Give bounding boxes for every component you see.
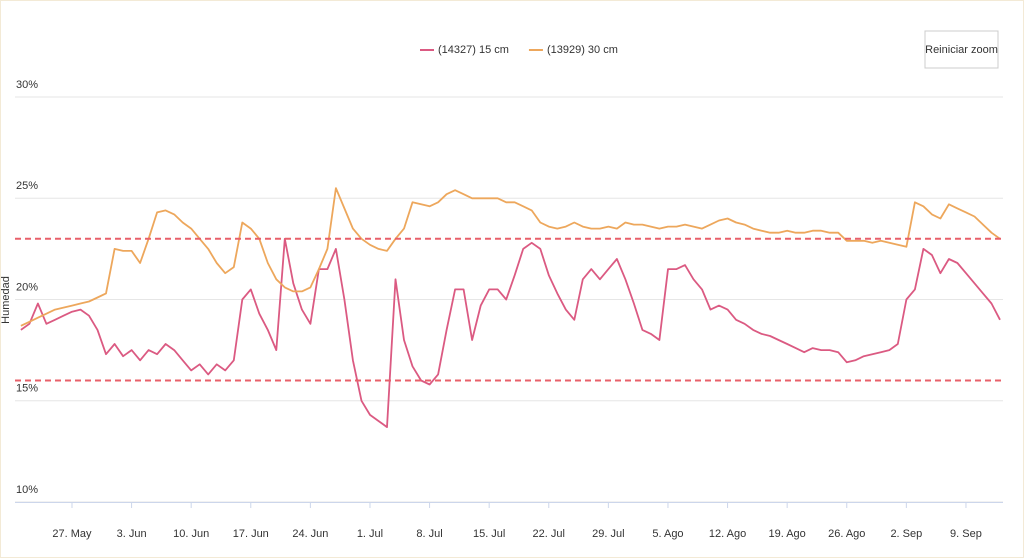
x-tick-label: 8. Jul [416, 528, 442, 540]
reset-zoom-button[interactable]: Reiniciar zoom [924, 30, 999, 69]
x-tick-label: 1. Jul [357, 528, 383, 540]
x-tick-label: 15. Jul [473, 528, 505, 540]
y-tick-label: 10% [16, 484, 38, 496]
x-tick-label: 9. Sep [950, 528, 982, 540]
x-tick-label: 12. Ago [709, 528, 746, 540]
x-tick-label: 2. Sep [890, 528, 922, 540]
x-tick-label: 19. Ago [768, 528, 805, 540]
legend-label: (13929) 30 cm [547, 44, 618, 56]
button-box[interactable] [924, 30, 999, 69]
x-tick-label: 17. Jun [233, 528, 269, 540]
y-tick-label: 30% [16, 79, 38, 91]
button-label[interactable]: Reiniciar zoom [925, 44, 998, 56]
x-tick-label: 10. Jun [173, 528, 209, 540]
y-tick-label: 15% [16, 383, 38, 395]
x-tick-label: 22. Jul [533, 528, 565, 540]
y-tick-label: 25% [16, 180, 38, 192]
x-tick-label: 5. Ago [652, 528, 683, 540]
series-line [20, 237, 1001, 428]
x-tick-label: 29. Jul [592, 528, 624, 540]
series-line [20, 187, 1001, 327]
legend-item[interactable]: (13929) 30 cm [528, 44, 618, 56]
x-tick-label: 24. Jun [292, 528, 328, 540]
x-tick-label: 3. Jun [117, 528, 147, 540]
y-axis-label: Humedad [0, 276, 12, 324]
x-tick-label: 26. Ago [828, 528, 865, 540]
legend-label: (14327) 15 cm [438, 44, 509, 56]
y-tick-label: 20% [16, 281, 38, 293]
x-tick-label: 27. May [52, 528, 92, 540]
legend-item[interactable]: (14327) 15 cm [420, 44, 509, 56]
